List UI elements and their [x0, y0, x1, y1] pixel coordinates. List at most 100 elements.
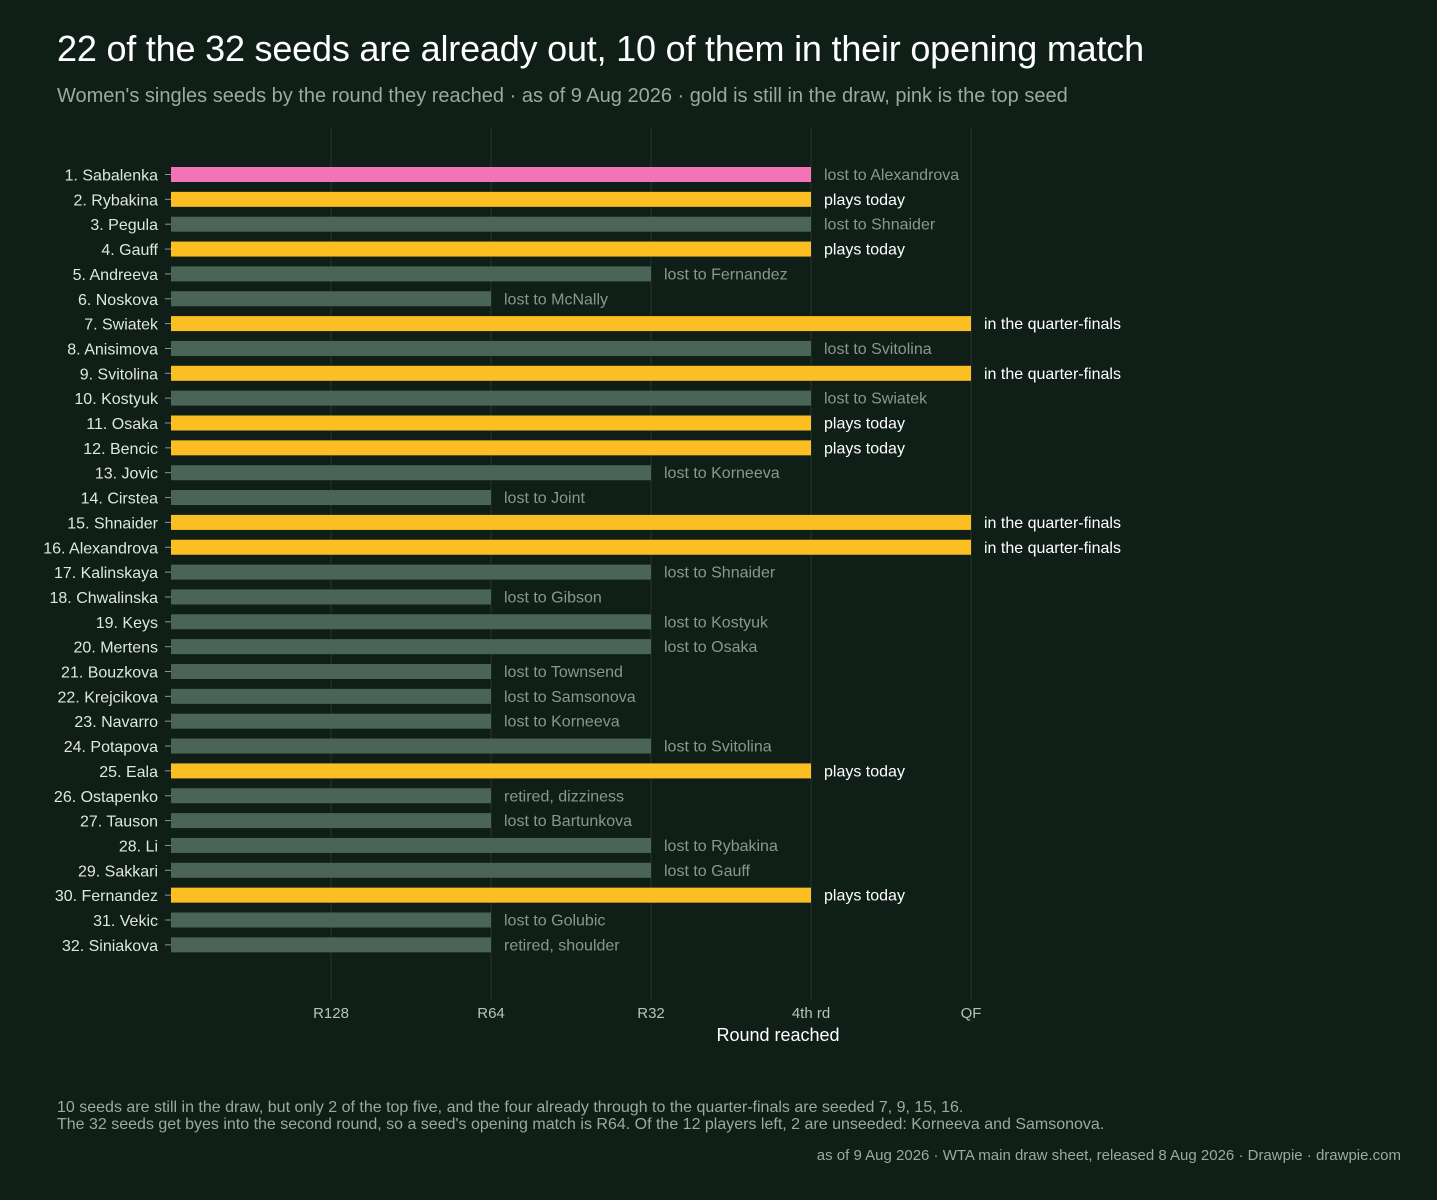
bar — [171, 365, 971, 381]
bar — [171, 813, 491, 829]
bar-note: lost to Shnaider — [824, 217, 936, 234]
chart-title: 22 of the 32 seeds are already out, 10 o… — [57, 28, 1144, 69]
bar — [171, 340, 811, 356]
y-tick-label: 11. Osaka — [86, 416, 158, 433]
x-tick-label: QF — [961, 1005, 982, 1022]
y-tick-label: 29. Sakkari — [78, 863, 158, 880]
bar — [171, 539, 971, 555]
y-tick-label: 2. Rybakina — [74, 192, 159, 209]
bar-note: lost to Samsonova — [504, 689, 636, 706]
bar-note: plays today — [824, 763, 905, 780]
bar-notes: lost to Alexandrova plays today lost to Sh… — [504, 167, 1121, 954]
bar — [171, 738, 651, 754]
bars — [171, 167, 971, 953]
y-tick-label: 28. Li — [119, 838, 158, 855]
bar-note: plays today — [824, 440, 905, 457]
bar — [171, 763, 811, 779]
y-tick-label: 16. Alexandrova — [43, 540, 158, 557]
bar — [171, 639, 651, 655]
bar-note: lost to Joint — [504, 490, 585, 507]
bar — [171, 688, 491, 704]
y-tick-label: 27. Tauson — [80, 814, 158, 831]
bar — [171, 390, 811, 406]
bar-note: retired, shoulder — [504, 937, 620, 954]
bar-note: lost to Golubic — [504, 913, 605, 930]
y-tick-label: 6. Noskova — [78, 292, 158, 309]
y-tick-label: 9. Svitolina — [80, 366, 158, 383]
bar-note: lost to Korneeva — [504, 714, 620, 731]
y-tick-label: 14. Cirstea — [81, 491, 158, 508]
y-tick-label: 24. Potapova — [64, 739, 158, 756]
y-tick-label: 30. Fernandez — [55, 888, 158, 905]
bar-note: retired, dizziness — [504, 788, 624, 805]
bar-note: in the quarter-finals — [984, 316, 1121, 333]
y-tick-label: 5. Andreeva — [73, 267, 159, 284]
bar — [171, 216, 811, 232]
bar — [171, 589, 491, 605]
bar — [171, 266, 651, 282]
bar-note: in the quarter-finals — [984, 366, 1121, 383]
bar — [171, 887, 811, 903]
y-tick-label: 8. Anisimova — [67, 341, 158, 358]
y-tick-label: 17. Kalinskaya — [54, 565, 158, 582]
x-axis-label: Round reached — [716, 1025, 839, 1045]
bar-note: plays today — [824, 888, 905, 905]
bar — [171, 713, 491, 729]
y-tick-label: 10. Kostyuk — [74, 391, 159, 408]
bar — [171, 440, 811, 456]
y-tick-label: 32. Siniakova — [62, 938, 158, 955]
y-tick-label: 18. Chwalinska — [50, 590, 159, 607]
bar — [171, 241, 811, 257]
bar-note: plays today — [824, 416, 905, 433]
bar-note: lost to Svitolina — [664, 739, 772, 756]
bar-note: lost to Fernandez — [664, 266, 788, 283]
bar-note: lost to Gibson — [504, 589, 602, 606]
bar-note: lost to Townsend — [504, 664, 623, 681]
footnotes: 10 seeds are still in the draw, but only… — [57, 1099, 1104, 1133]
bar — [171, 788, 491, 804]
y-tick-label: 13. Jovic — [95, 466, 158, 483]
y-axis-labels: 1. Sabalenka 2. Rybakina 3. Pegula 4. Gauff… — [43, 168, 171, 955]
bar-note: lost to Gauff — [664, 863, 751, 880]
bar — [171, 912, 491, 928]
chart-subtitle: Women's singles seeds by the round they … — [57, 85, 1068, 107]
bar-note: in the quarter-finals — [984, 540, 1121, 557]
y-tick-label: 7. Swiatek — [84, 317, 159, 334]
y-tick-label: 1. Sabalenka — [65, 168, 159, 185]
y-tick-label: 3. Pegula — [90, 217, 158, 234]
bar-note: lost to Korneeva — [664, 465, 780, 482]
bar-note: plays today — [824, 192, 905, 209]
bar — [171, 514, 971, 530]
x-tick-label: R64 — [477, 1005, 505, 1022]
bar — [171, 564, 651, 580]
bar-note: lost to McNally — [504, 291, 608, 308]
bar — [171, 465, 651, 481]
bar-chart: 1. Sabalenka 2. Rybakina 3. Pegula 4. Gauff… — [43, 128, 1121, 1045]
bar — [171, 167, 811, 182]
x-tick-label: 4th rd — [792, 1005, 830, 1022]
bar — [171, 191, 811, 207]
bar — [171, 291, 491, 307]
y-tick-label: 19. Keys — [96, 615, 158, 632]
x-axis: R128 R64 R32 4th rd QF Round reached — [313, 1005, 981, 1045]
y-tick-label: 26. Ostapenko — [54, 789, 158, 806]
x-tick-label: R128 — [313, 1005, 349, 1022]
bar-note: lost to Shnaider — [664, 565, 776, 582]
x-tick-label: R32 — [637, 1005, 665, 1022]
bar-note: lost to Rybakina — [664, 838, 778, 855]
bar-note: in the quarter-finals — [984, 515, 1121, 532]
bar — [171, 614, 651, 630]
y-tick-label: 31. Vekic — [93, 913, 158, 930]
bar-note: lost to Svitolina — [824, 341, 932, 358]
y-tick-label: 20. Mertens — [74, 640, 158, 657]
source-line: as of 9 Aug 2026 · WTA main draw sheet, … — [816, 1147, 1401, 1164]
bar — [171, 664, 491, 679]
y-tick-label: 4. Gauff — [101, 242, 158, 259]
bar — [171, 316, 971, 332]
bar — [171, 490, 491, 506]
y-tick-label: 21. Bouzkova — [61, 665, 158, 682]
bar — [171, 837, 651, 853]
footnote-2: The 32 seeds get byes into the second ro… — [57, 1116, 1105, 1133]
bar-note: plays today — [824, 242, 905, 259]
